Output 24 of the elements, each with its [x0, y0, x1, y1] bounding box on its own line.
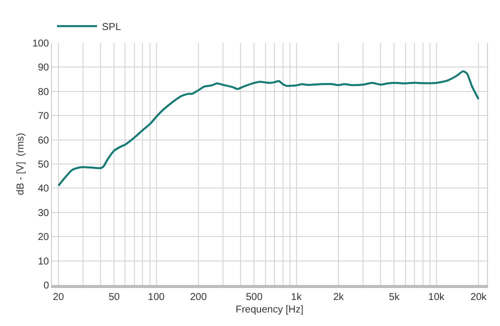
y-tick-label: 0	[43, 280, 50, 292]
x-tick-label: 5k	[388, 292, 400, 303]
y-tick-label: 20	[38, 232, 50, 244]
y-tick-label: 70	[38, 111, 50, 122]
y-tick-label: 80	[38, 86, 50, 98]
y-axis-title: dB - [V] (rms)	[15, 132, 26, 196]
y-tick-label: 10	[38, 256, 50, 268]
y-tick-label: 60	[38, 135, 50, 146]
y-tick-label: 40	[38, 184, 50, 195]
y-tick-label: 30	[38, 208, 50, 219]
x-tick-label: 2k	[333, 292, 345, 303]
x-tick-label: 20	[52, 292, 64, 303]
x-tick-label: 10k	[428, 292, 446, 303]
y-tick-label: 100	[32, 38, 50, 50]
x-tick-label: 1k	[291, 292, 303, 303]
legend-label: SPL	[102, 22, 122, 33]
x-tick-label: 20k	[470, 292, 488, 303]
y-tick-label: 90	[38, 62, 50, 74]
x-tick-label: 200	[190, 292, 208, 303]
x-tick-label: 50	[108, 292, 120, 303]
x-tick-label: 100	[148, 292, 166, 303]
x-tick-label: 500	[246, 292, 263, 303]
x-axis-title: Frequency [Hz]	[236, 304, 304, 316]
y-tick-label: 50	[38, 160, 50, 170]
